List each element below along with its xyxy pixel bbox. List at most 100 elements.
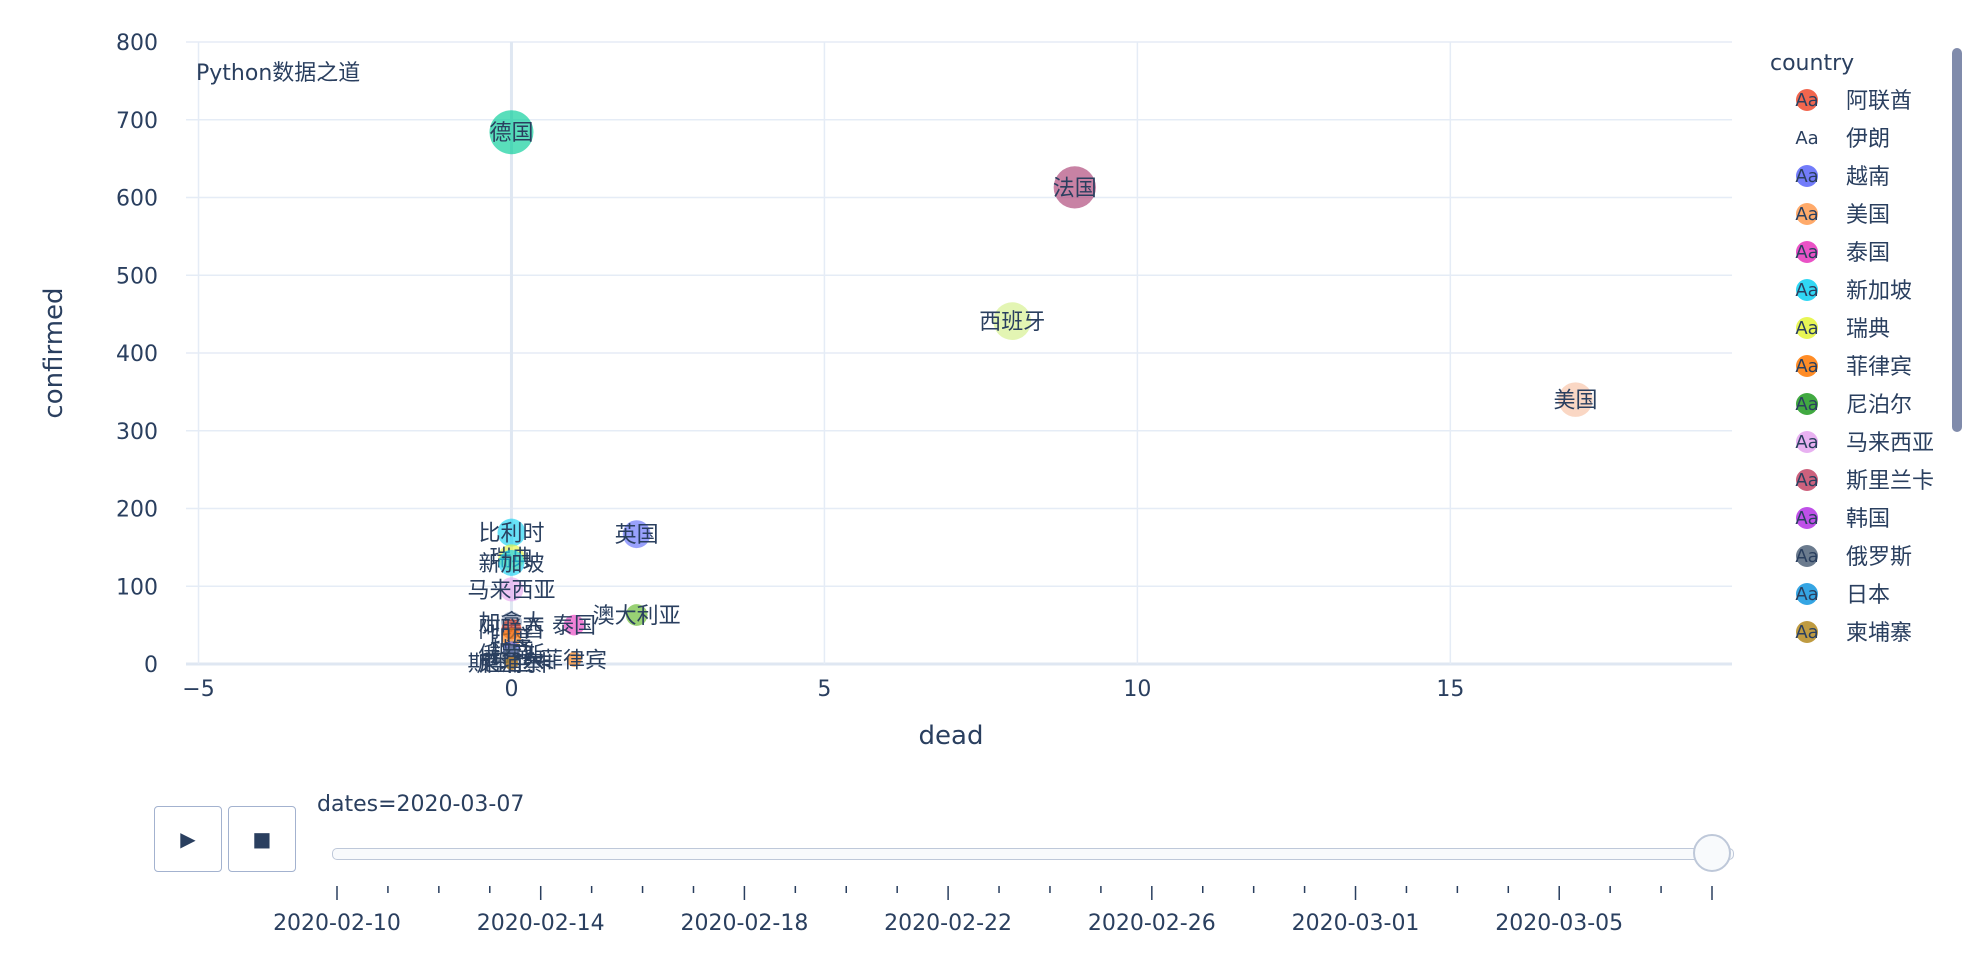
legend-symbol: Aa <box>1795 546 1818 567</box>
legend-item[interactable]: Aa 日本 <box>1795 583 1890 608</box>
legend-marker <box>1796 279 1818 301</box>
legend-symbol: Aa <box>1795 318 1818 339</box>
legend-label: 马来西亚 <box>1846 431 1934 456</box>
legend-title: country <box>1770 51 1854 76</box>
legend-item[interactable]: Aa 菲律宾 <box>1795 355 1912 380</box>
data-point-label: 德国 <box>489 121 533 146</box>
y-tick-label: 400 <box>116 342 158 367</box>
x-tick-label: 15 <box>1436 677 1464 702</box>
legend-item[interactable]: Aa 泰国 <box>1795 241 1890 266</box>
legend-marker <box>1796 469 1818 491</box>
legend-label: 尼泊尔 <box>1846 393 1912 418</box>
y-tick-label: 600 <box>116 187 158 212</box>
y-tick-label: 800 <box>116 31 158 56</box>
slider-date-label: 2020-03-05 <box>1495 911 1623 936</box>
axes: 0 100 200 300 400 500 600 700 800 −5 0 5 10 15 <box>116 31 1464 702</box>
legend-item[interactable]: Aa 阿联酋 <box>1795 89 1912 114</box>
legend-label: 新加坡 <box>1846 279 1912 304</box>
legend-item[interactable]: Aa 俄罗斯 <box>1795 545 1912 570</box>
legend-label: 斯里兰卡 <box>1846 469 1934 494</box>
slider-current-value: dates=2020-03-07 <box>317 792 525 817</box>
data-point <box>489 110 534 155</box>
legend-symbol: Aa <box>1795 622 1818 643</box>
legend-item[interactable]: Aa 越南 <box>1795 165 1890 190</box>
data-point-label: 菲律宾 <box>541 648 607 673</box>
legend-marker <box>1796 355 1818 377</box>
y-tick-label: 0 <box>144 653 158 678</box>
y-tick-label: 700 <box>116 109 158 134</box>
legend-item[interactable]: Aa 马来西亚 <box>1795 431 1934 456</box>
legend-symbol: Aa <box>1795 432 1818 453</box>
data-point-label: 美国 <box>1554 389 1598 414</box>
legend-marker <box>1796 507 1818 529</box>
legend-symbol: Aa <box>1795 508 1818 529</box>
data-point <box>504 656 519 670</box>
legend-marker <box>1796 241 1818 263</box>
data-point <box>1558 382 1593 417</box>
y-axis-title: confirmed <box>39 287 69 418</box>
data-point <box>498 549 525 576</box>
legend-label: 瑞典 <box>1846 317 1890 342</box>
y-tick-label: 500 <box>116 264 158 289</box>
slider-date-label: 2020-02-22 <box>884 911 1012 936</box>
data-point <box>625 604 648 626</box>
x-axis-title: dead <box>919 721 984 751</box>
data-point-label: 英国 <box>615 523 659 548</box>
legend-marker <box>1796 317 1818 339</box>
data-point <box>503 645 520 663</box>
slider-date-label: 2020-02-26 <box>1088 911 1216 936</box>
legend-symbol: Aa <box>1795 356 1818 377</box>
data-point <box>497 518 526 547</box>
legend-symbol: Aa <box>1795 242 1818 263</box>
x-tick-label: 5 <box>817 677 831 702</box>
date-slider-handle[interactable] <box>1693 834 1731 872</box>
data-point-label: 新加坡 <box>478 552 544 577</box>
data-point-label: 柬埔寨 <box>478 652 544 677</box>
legend-item[interactable]: Aa 瑞典 <box>1795 317 1890 342</box>
legend-marker <box>1796 621 1818 643</box>
legend-item[interactable]: Aa 斯里兰卡 <box>1795 469 1934 494</box>
play-button[interactable]: ▶ <box>154 806 222 872</box>
legend-marker <box>1796 545 1818 567</box>
legend-label: 越南 <box>1846 165 1890 190</box>
legend-item[interactable]: Aa 尼泊尔 <box>1795 393 1912 418</box>
date-slider-track[interactable] <box>332 848 1734 860</box>
legend-symbol: Aa <box>1795 166 1818 187</box>
legend-item[interactable]: Aa 美国 <box>1795 203 1890 228</box>
data-point-label: 澳大利亚 <box>593 604 681 629</box>
legend-label: 柬埔寨 <box>1846 621 1912 646</box>
legend-item[interactable]: Aa 伊朗 <box>1795 127 1890 152</box>
data-point-label: 马来西亚 <box>467 578 555 603</box>
data-point <box>1053 166 1096 209</box>
slider-date-label: 2020-02-10 <box>273 911 401 936</box>
legend-marker <box>1796 203 1818 225</box>
data-point <box>622 520 651 549</box>
data-point <box>566 651 582 667</box>
data-point <box>563 614 585 636</box>
x-tick-label: −5 <box>182 677 214 702</box>
legend-symbol: Aa <box>1795 280 1818 301</box>
x-tick-label: 0 <box>504 677 518 702</box>
legend-label: 俄罗斯 <box>1846 545 1912 570</box>
legend-scrollbar[interactable] <box>1952 48 1962 432</box>
data-point <box>499 577 524 602</box>
legend-item[interactable]: Aa 柬埔寨 <box>1795 621 1912 646</box>
legend-symbol: Aa <box>1795 394 1818 415</box>
legend-item[interactable]: Aa 新加坡 <box>1795 279 1912 304</box>
legend-label: 泰国 <box>1846 241 1890 266</box>
legend-label: 菲律宾 <box>1846 355 1912 380</box>
legend-marker <box>1796 431 1818 453</box>
legend-label: 日本 <box>1846 583 1890 608</box>
stop-button[interactable]: ■ <box>228 806 296 872</box>
legend-marker <box>1796 165 1818 187</box>
legend-symbol: Aa <box>1795 128 1818 149</box>
slider-date-label: 2020-02-18 <box>680 911 808 936</box>
slider-ticks: 2020-02-10 2020-02-14 2020-02-18 2020-02-22… <box>273 886 1713 936</box>
y-tick-label: 200 <box>116 498 158 523</box>
chart-annotation: Python数据之道 <box>196 61 360 86</box>
legend-symbol: Aa <box>1795 584 1818 605</box>
legend-item[interactable]: Aa 韩国 <box>1795 507 1890 532</box>
grid <box>186 41 1732 666</box>
data-point-label: 泰国 <box>552 614 596 639</box>
